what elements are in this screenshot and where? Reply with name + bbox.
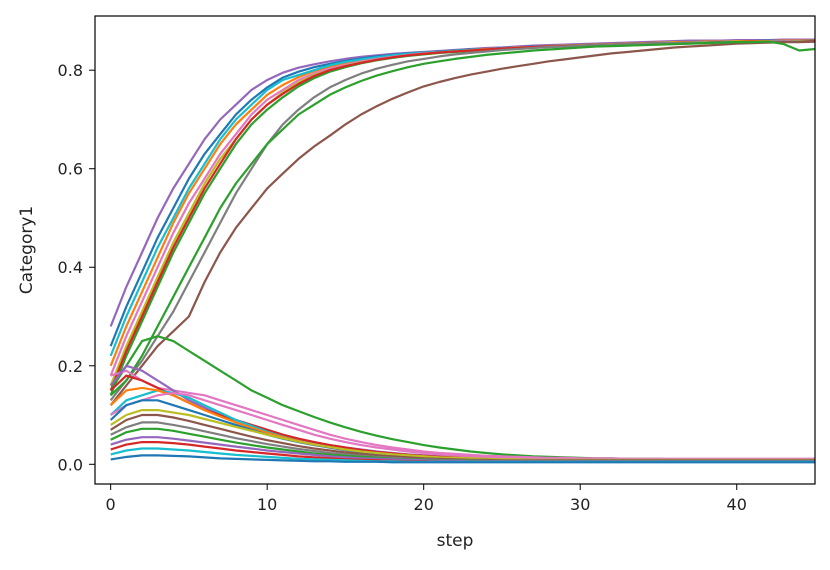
- plot-frame: [94, 15, 816, 485]
- x-axis-label: step: [437, 531, 474, 551]
- y-tick-label: 0.2: [58, 357, 83, 376]
- x-tick-label: 10: [257, 495, 277, 514]
- y-tick-label: 0.8: [58, 61, 83, 80]
- plot-background: [95, 16, 815, 484]
- x-tick-label: 40: [727, 495, 747, 514]
- x-axis: 0 10 20 30 40: [106, 484, 747, 514]
- x-tick-label: 0: [106, 495, 116, 514]
- x-tick-label: 30: [570, 495, 590, 514]
- series-line-11: [109, 40, 816, 397]
- y-axis: 0.0 0.2 0.4 0.6 0.8: [58, 61, 95, 474]
- y-tick-label: 0.4: [58, 258, 83, 277]
- series-line-10: [109, 40, 816, 406]
- y-tick-label: 0.6: [58, 160, 83, 179]
- x-tick-label: 20: [414, 495, 434, 514]
- y-axis-label: Category1: [17, 206, 37, 294]
- series-line-27: [110, 454, 815, 464]
- series-layer: [109, 38, 816, 464]
- y-tick-label: 0.0: [58, 455, 83, 474]
